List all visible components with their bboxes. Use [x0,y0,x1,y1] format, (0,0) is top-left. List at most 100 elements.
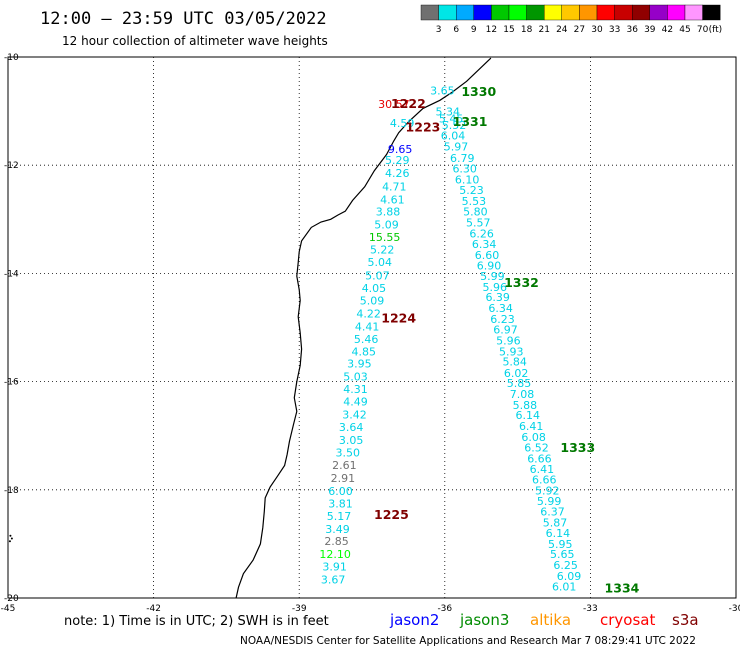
swh-value: 6.25 [553,559,578,572]
colorbar-label: 9 [471,25,477,35]
swh-value: 6.14 [516,409,541,422]
y-tick-label: -20 [4,594,19,604]
swh-value: 6.39 [485,291,510,304]
colorbar-legend: 3 6 9 12 15 18 21 24 27 30 33 36 39 42 45 70 (ft) [420,4,723,35]
swh-value: 15.55 [369,231,401,244]
swh-value: 5.09 [360,294,385,307]
swh-value: 6.60 [475,249,500,262]
swh-value: 6.66 [527,452,552,465]
swh-value: 5.07 [365,270,390,283]
time-label: 1223 [406,119,441,134]
satellite-legend: jason2 jason3 altika cryosat s3a [389,611,699,629]
swh-value: 6.30 [452,162,477,175]
swh-value: 3.65 [430,85,455,98]
swh-value: 6.04 [441,129,466,142]
colorbar-swatch [614,4,633,21]
swh-value: 5.04 [368,256,393,269]
colorbar-swatch [544,4,563,21]
swh-value: 6.41 [519,420,544,433]
plot-frame [7,56,737,599]
swh-value: 4.59 [390,117,415,130]
colorbar-label: 24 [556,25,568,35]
footnote: note: 1) Time is in UTC; 2) SWH is in fe… [64,614,329,629]
swh-value: 6.37 [540,505,565,518]
swh-value: 5.46 [354,333,379,346]
grid-lines [8,57,736,598]
swh-value: 6.52 [524,442,549,455]
swh-value: 7.08 [510,388,535,401]
swh-value: 5.03 [343,371,368,384]
swh-value: 5.92 [535,484,560,497]
swh-value: 4.05 [362,282,387,295]
credit-line: NOAA/NESDIS Center for Satellite Applica… [240,635,696,647]
colorbar-label: 36 [626,25,638,35]
swh-value: 5.34 [435,106,460,119]
y-tick-labels: -10 -12 -14 -16 -18 -20 [4,53,19,604]
swh-value: 5.87 [543,516,568,529]
colorbar-label: 12 [486,25,497,35]
colorbar-label: 33 [609,25,620,35]
swh-value: 2.85 [324,535,349,548]
x-tick-label: -39 [292,604,307,614]
swh-value: 6.34 [472,238,497,251]
colorbar-swatch [667,4,686,21]
legend-item-jason3: jason3 [459,611,509,629]
swh-value: 6.97 [493,324,518,337]
colorbar-swatch [561,4,580,21]
x-tick-label: -30 [729,604,740,614]
swh-value: 6.41 [530,463,555,476]
point-mark [9,534,12,537]
swh-value: 5.97 [444,140,469,153]
swh-value: 6.66 [532,474,557,487]
colorbar-label: 6 [453,25,459,35]
colorbar-label: 27 [574,25,585,35]
time-label: 1224 [381,310,416,325]
plot-area: 3.65 30.57 5.345.45 4.59 5.526.045.97 9.65 6.7… [7,56,737,599]
swh-value: 12.10 [319,548,351,561]
colorbar-label: 21 [538,25,549,35]
swh-value: 4.41 [355,320,380,333]
colorbar-swatch [456,4,475,21]
colorbar-label: 70 [697,25,709,35]
wave-height-labels: 3.65 30.57 5.345.45 4.59 5.526.045.97 9.65 6.7… [319,85,581,594]
colorbar-swatch [632,4,651,21]
swh-value: 6.23 [490,313,515,326]
time-label: 1334 [605,580,640,595]
y-tick-label: -12 [4,161,19,171]
swh-value: 9.65 [388,143,413,156]
y-tick-label: -16 [4,378,19,388]
swh-value: 5.17 [327,510,352,523]
time-label: 1331 [453,114,488,129]
swh-value: 5.96 [483,281,508,294]
point-mark [10,537,13,540]
colorbar-label: 45 [679,25,690,35]
swh-value: 3.67 [321,574,346,587]
colorbar-swatch [596,4,615,21]
colorbar-swatch [508,4,527,21]
x-tick-label: -42 [146,604,161,614]
swh-value: 6.10 [455,173,480,186]
colorbar-unit: (ft) [709,25,723,35]
swh-value: 5.45 [439,113,464,126]
legend-item-altika: altika [530,611,571,629]
swh-value: 6.00 [328,485,353,498]
y-tick-label: -14 [4,269,19,279]
swh-value: 3.91 [322,561,347,574]
swh-value: 5.88 [513,399,538,412]
swh-value: 5.57 [466,217,491,230]
swh-value: 4.49 [343,396,368,409]
swh-value: 6.09 [557,570,582,583]
swh-value: 5.80 [463,206,488,219]
x-tick-label: -36 [437,604,452,614]
coastline [235,57,492,599]
swh-value: 4.61 [380,193,405,206]
swh-value: 5.96 [496,334,521,347]
swh-value: 5.23 [459,184,484,197]
legend-item-s3a: s3a [672,611,699,629]
x-tick-labels: -45 -42 -39 -36 -33 -30 [1,604,740,614]
swh-value: 5.09 [374,219,399,232]
colorbar-label: 3 [436,25,442,35]
swh-value: 5.99 [480,270,505,283]
time-label: 1332 [504,275,539,290]
